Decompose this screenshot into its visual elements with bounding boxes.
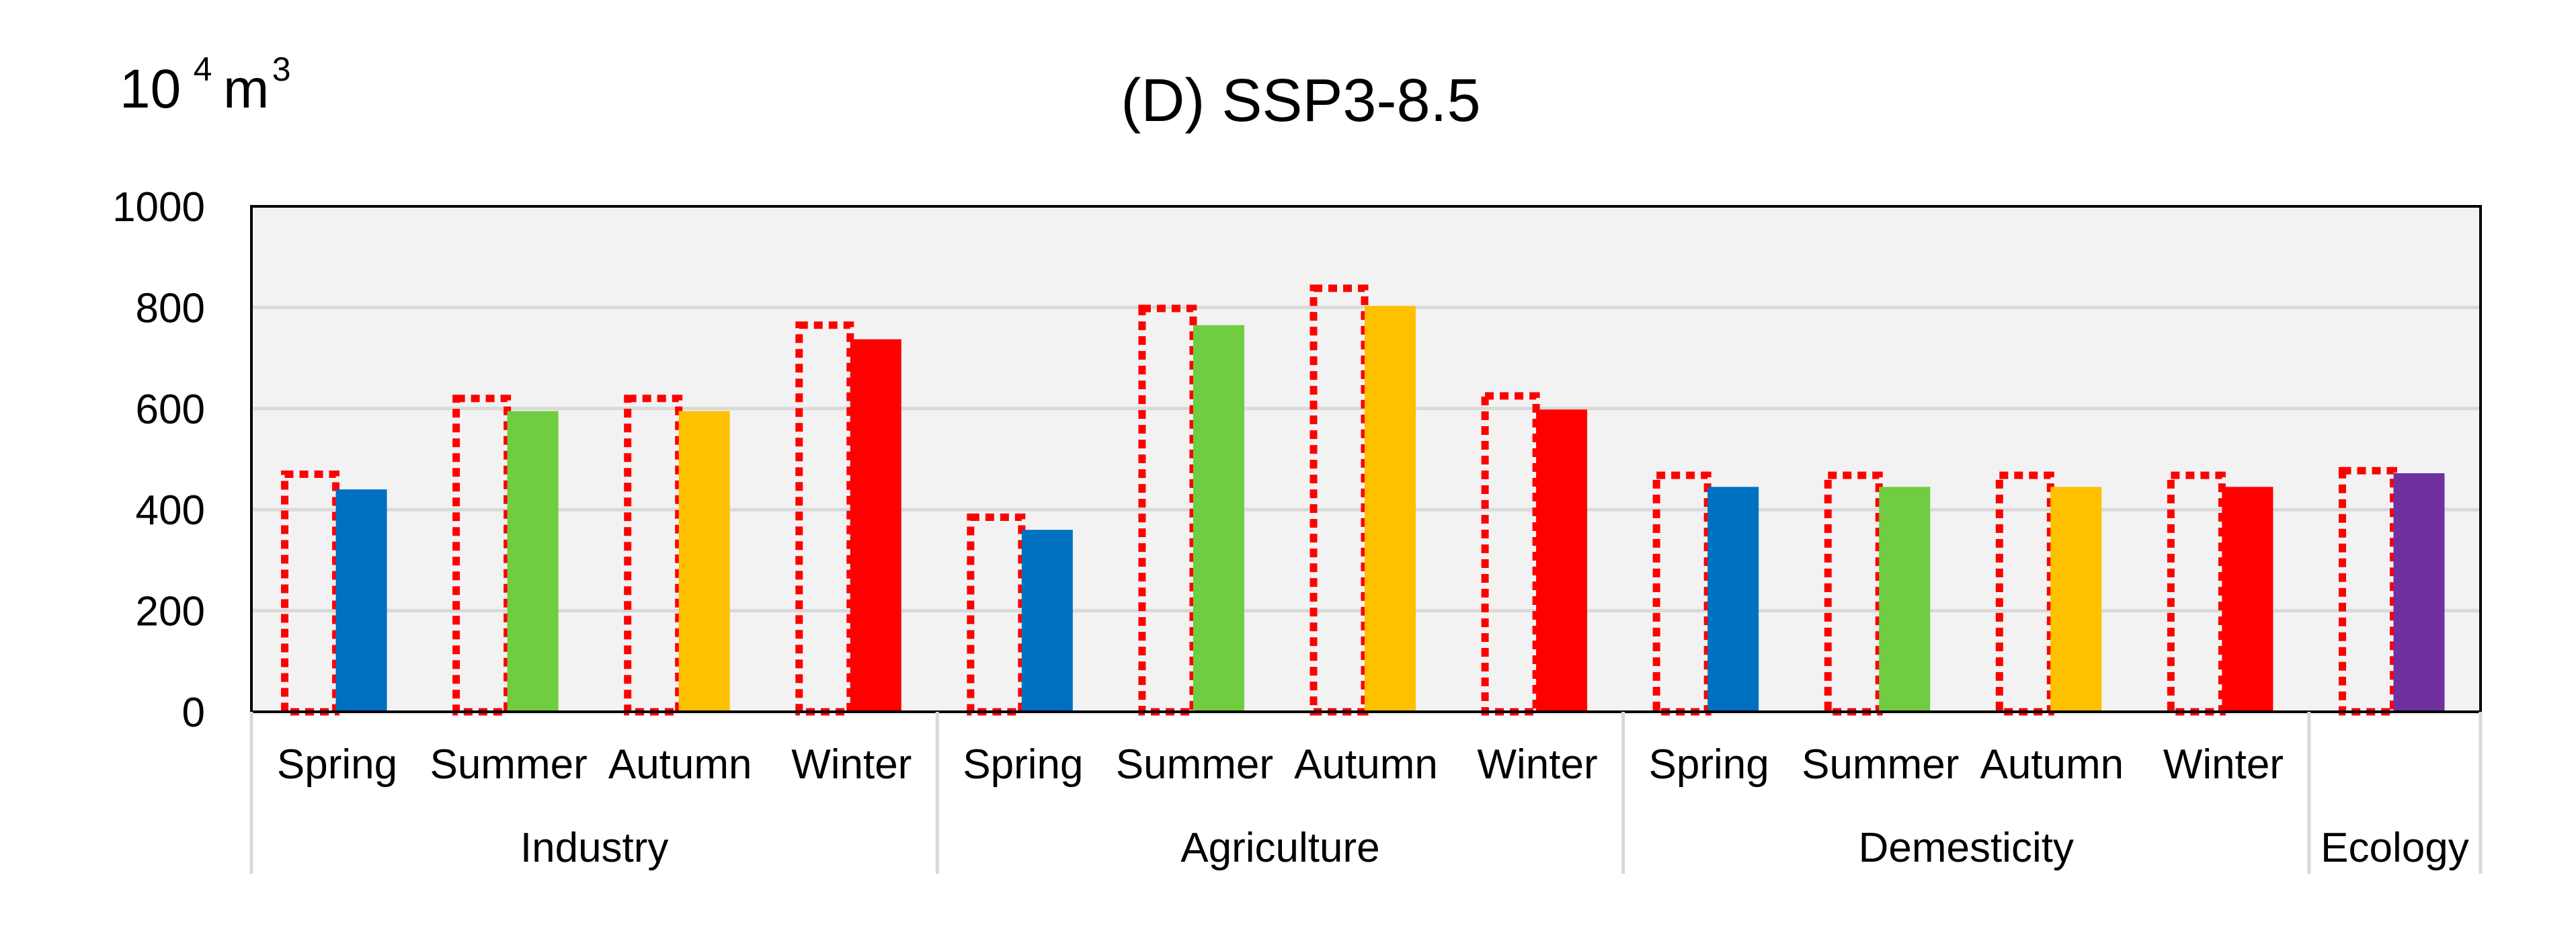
category-label: Winter (1478, 741, 1598, 788)
category-label: Summer (1116, 741, 1273, 788)
group-label: Agriculture (1180, 825, 1379, 871)
value-bar (507, 411, 559, 712)
y-tick-label: 1000 (112, 184, 205, 231)
value-bar (1365, 306, 1416, 712)
value-bar (2222, 487, 2273, 712)
y-tick-label: 800 (136, 285, 205, 331)
value-bar (1536, 409, 1588, 712)
value-bar (2393, 473, 2445, 712)
category-label: Autumn (1980, 741, 2124, 788)
y-unit-label: 10 4 m 3 (120, 50, 291, 120)
y-tick-label: 600 (136, 386, 205, 433)
group-label: Ecology (2321, 825, 2469, 871)
category-label: Summer (1802, 741, 1959, 788)
value-bar (335, 489, 387, 712)
group-label: Demesticity (1859, 825, 2074, 871)
x-axis-labels: Spring Summer Autumn Winter Industry Spring Su… (249, 712, 2483, 874)
y-tick-label: 200 (136, 589, 205, 635)
group-label: Industry (520, 825, 669, 871)
category-label: Autumn (608, 741, 752, 788)
value-bar (1193, 325, 1244, 712)
plot-border (250, 205, 2482, 713)
y-axis-ticks: 0 200 400 600 800 1000 (112, 184, 205, 736)
category-label: Winter (2163, 741, 2284, 788)
category-label: Spring (963, 741, 1083, 788)
value-bar (1879, 487, 1931, 712)
category-label: Spring (277, 741, 397, 788)
value-bar (1707, 487, 1759, 712)
category-label: Spring (1649, 741, 1769, 788)
value-bars (335, 306, 2445, 712)
value-bar (678, 411, 730, 712)
value-bar (850, 339, 901, 712)
value-bar (1021, 530, 1073, 712)
y-tick-label: 400 (136, 487, 205, 534)
category-label: Winter (791, 741, 912, 788)
value-bar (2050, 487, 2102, 712)
category-label: Autumn (1294, 741, 1438, 788)
y-tick-label: 0 (182, 690, 205, 736)
category-label: Summer (430, 741, 587, 788)
chart-title: (D) SSP3-8.5 (1121, 67, 1480, 134)
